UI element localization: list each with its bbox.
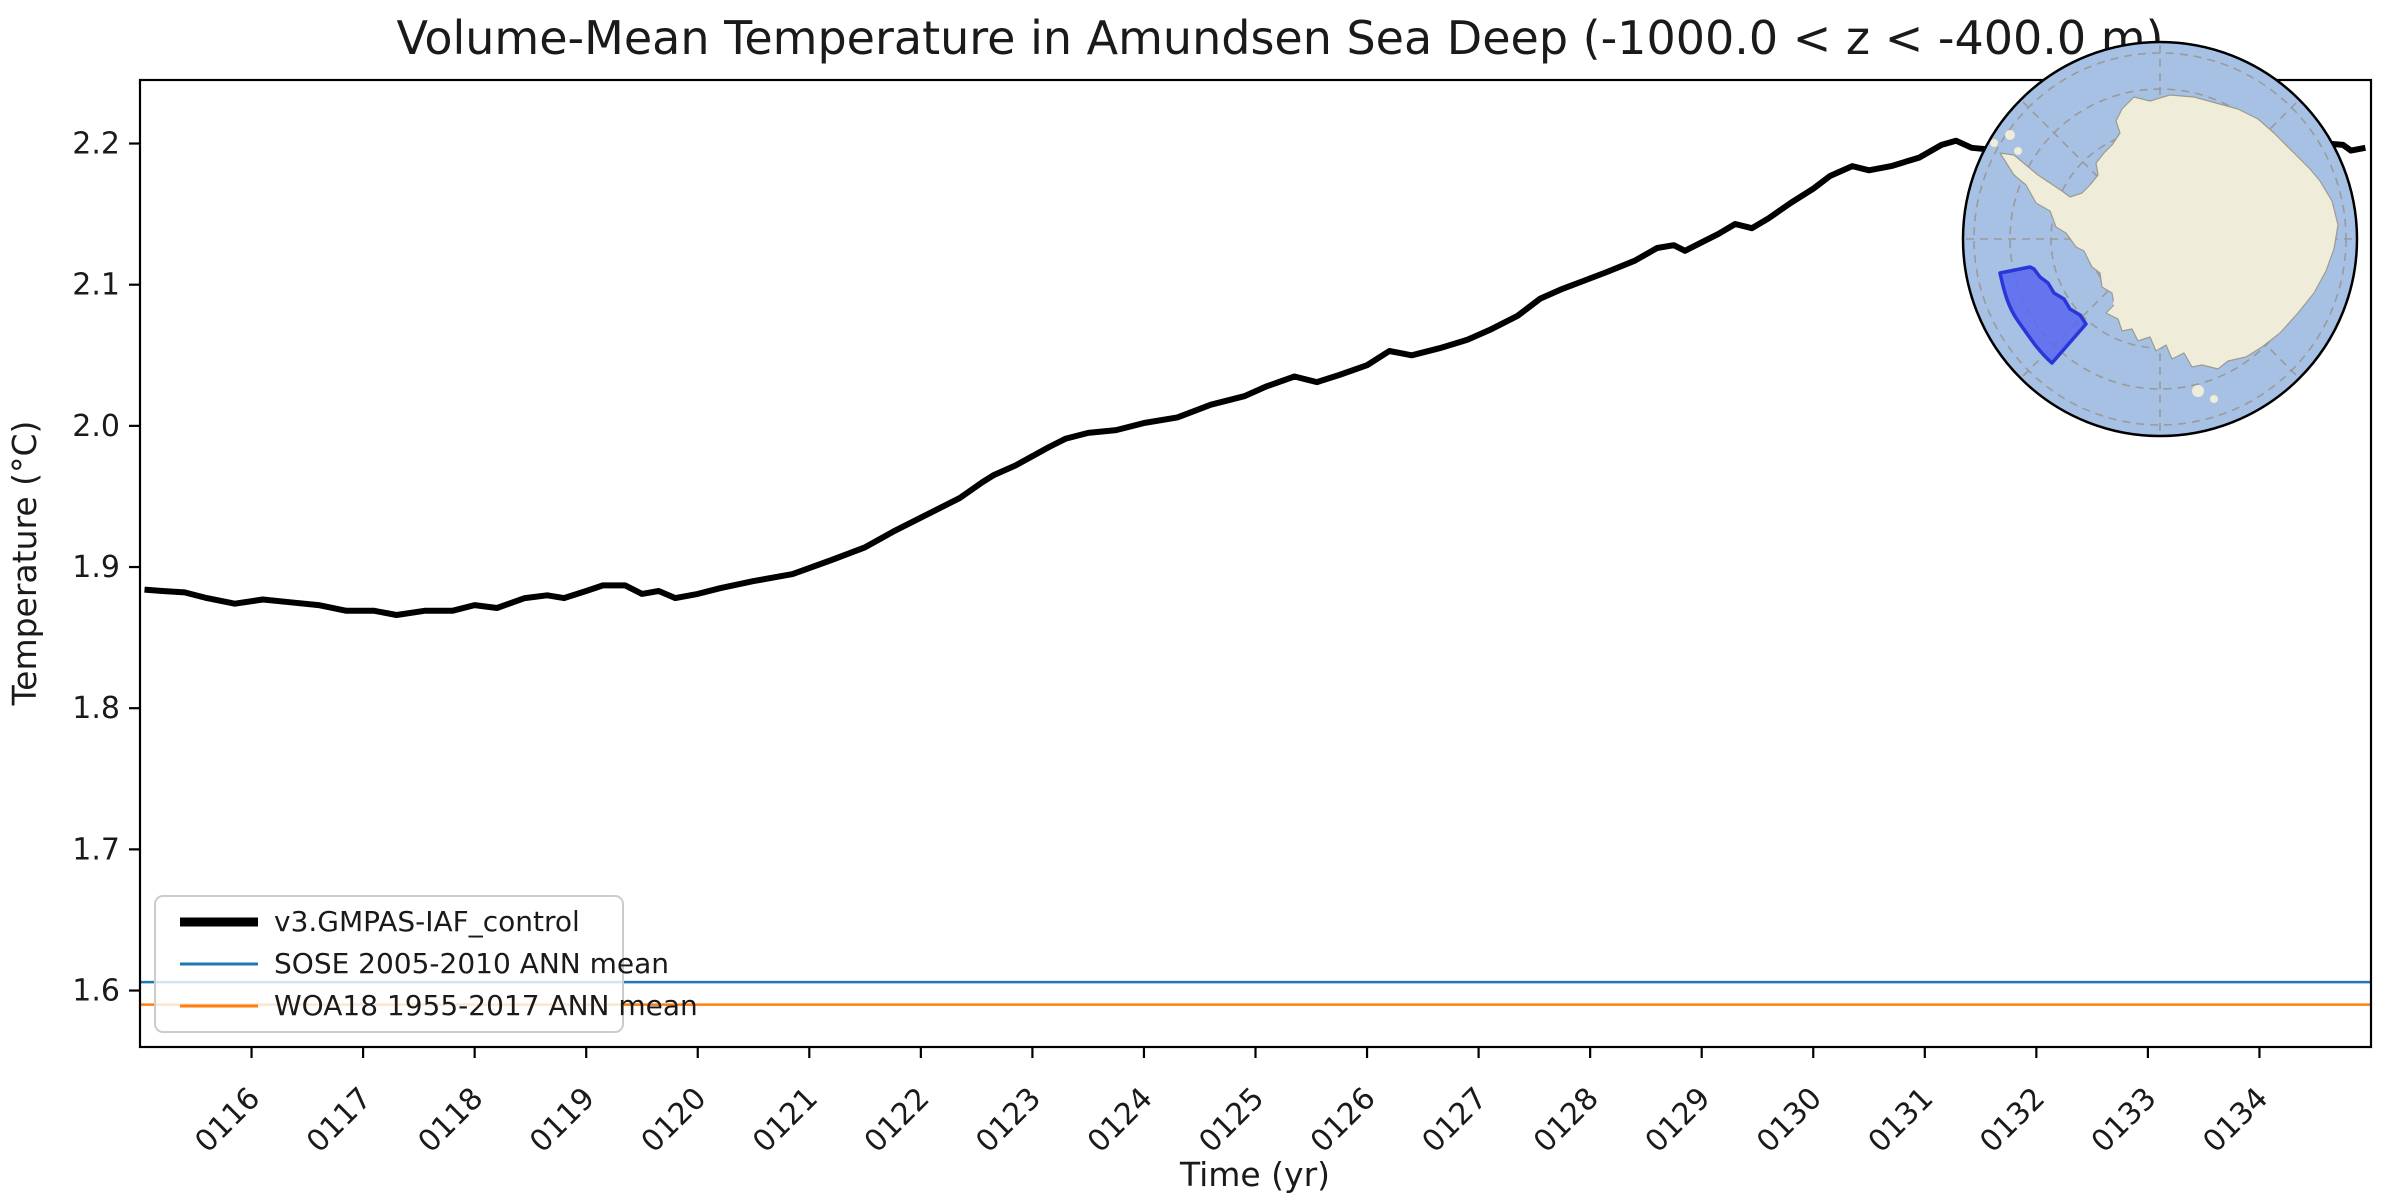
x-tick-label: 0127: [1416, 1081, 1495, 1160]
x-tick-label: 0129: [1639, 1081, 1718, 1160]
legend-label-sose: SOSE 2005-2010 ANN mean: [274, 947, 669, 980]
y-tick-label: 2.0: [72, 409, 120, 444]
legend-label-control: v3.GMPAS-IAF_control: [274, 905, 580, 938]
x-tick-label: 0123: [969, 1081, 1048, 1160]
y-axis-label: Temperature (°C): [5, 421, 44, 707]
x-tick-label: 0116: [188, 1081, 267, 1160]
y-tick-label: 1.8: [72, 691, 120, 726]
series-line-0: [144, 123, 2366, 618]
x-tick-label: 0126: [1304, 1081, 1383, 1160]
x-tick-label: 0132: [1973, 1081, 2052, 1160]
y-tick-label: 1.7: [72, 832, 120, 867]
legend-label-woa: WOA18 1955-2017 ANN mean: [274, 989, 698, 1022]
y-tick-label: 2.2: [72, 127, 120, 162]
x-axis-label: Time (yr): [1179, 1155, 1330, 1194]
antarctica-inset-map: [1961, 40, 2359, 438]
antarctica-landmass: [1990, 94, 2339, 403]
globe-outline: [1961, 40, 2359, 438]
x-tick-label: 0121: [746, 1081, 825, 1160]
x-tick-label: 0118: [412, 1081, 491, 1160]
y-tick-label: 1.6: [72, 974, 120, 1009]
x-tick-label: 0120: [635, 1081, 714, 1160]
legend-box: [154, 895, 624, 1033]
x-tick-label: 0125: [1192, 1081, 1271, 1160]
x-tick-label: 0130: [1750, 1081, 1829, 1160]
chart-title: Volume-Mean Temperature in Amundsen Sea …: [396, 11, 2163, 65]
antarctica-continent: [1999, 94, 2339, 370]
x-tick-label: 0133: [2085, 1081, 2164, 1160]
x-tick-label: 0119: [523, 1081, 602, 1160]
x-tick-label: 0134: [2196, 1081, 2275, 1160]
x-tick-label: 0124: [1081, 1081, 1160, 1160]
x-tick-label: 0131: [1862, 1081, 1941, 1160]
legend: v3.GMPAS-IAF_control SOSE 2005-2010 ANN …: [154, 895, 698, 1033]
y-tick-label: 1.9: [72, 550, 120, 585]
islands: [1990, 130, 2218, 403]
x-tick-label: 0117: [300, 1081, 379, 1160]
y-tick-label: 2.1: [72, 268, 120, 303]
amundsen-region-highlight: [1998, 265, 2088, 365]
x-tick-label: 0122: [858, 1081, 937, 1160]
x-tick-label: 0128: [1527, 1081, 1606, 1160]
